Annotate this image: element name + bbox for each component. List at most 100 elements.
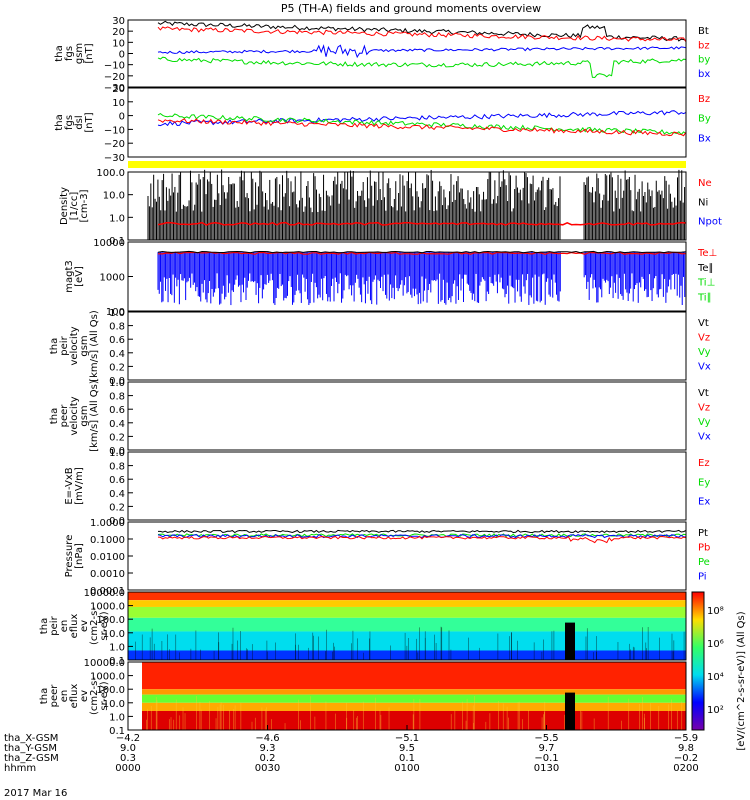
y-tick-label: 30 <box>112 16 125 27</box>
x-tick-label: 0030 <box>255 763 280 774</box>
colorbar-tick-label: 10⁴ <box>707 672 724 683</box>
y-tick-label: 20 <box>112 27 125 38</box>
series-ne <box>157 221 687 226</box>
data-gap <box>565 622 575 660</box>
y-tick-label: −20 <box>104 72 125 83</box>
spectrogram-band <box>142 694 686 703</box>
legend-label: Pb <box>698 543 710 554</box>
y-tick-label: 0.2 <box>109 502 125 513</box>
x-tick-label: 9.7 <box>539 743 555 754</box>
y-axis-label-line: tha <box>49 408 60 424</box>
legend-label: by <box>698 55 710 66</box>
y-axis-label-line: tha <box>54 45 65 61</box>
colorbar-tick-label: 10⁶ <box>707 639 724 650</box>
y-axis-label: tha peir velocity gsm [km/s] (All Qs) <box>49 310 100 382</box>
y-tick-label: 1000.0 <box>90 672 125 683</box>
x-tick-label: −4.2 <box>116 733 140 744</box>
y-tick-label: 100 <box>106 307 125 318</box>
y-tick-label: −20 <box>104 139 125 150</box>
legend-label: Vy <box>698 417 711 428</box>
panel-frame <box>127 591 687 661</box>
x-tick-label: 0200 <box>673 763 698 774</box>
y-tick-label: 1.0 <box>109 448 125 459</box>
y-tick-label: 100.0 <box>96 168 125 179</box>
colorbar-tick-label: 10⁸ <box>707 606 724 617</box>
y-axis-label-line: Pressure <box>64 535 75 578</box>
panel-frame <box>127 87 687 158</box>
y-axis-label: Pressure [nPa] <box>64 535 85 578</box>
y-tick-label: 0.4 <box>109 349 125 360</box>
y-axis-label-line: fgs <box>64 46 75 61</box>
y-tick-label: 100.0 <box>96 685 125 696</box>
x-axis-row-label: tha_Y-GSM <box>4 743 57 754</box>
legend-label: Ti∥ <box>697 292 712 303</box>
x-tick-label: 0.2 <box>260 753 276 764</box>
y-tick-label: 0.6 <box>109 335 125 346</box>
y-axis-label-line: sr-eV) <box>99 681 110 710</box>
y-axis-label-line: peer <box>59 404 70 428</box>
y-tick-label: 0.6 <box>109 475 125 486</box>
x-tick-label: 0100 <box>394 763 419 774</box>
panel-density: 100.0 10.0 1.0 0.1 Density [1/cc] [cm-3] Ne Ni Np… <box>59 168 722 247</box>
series-pt <box>158 529 687 534</box>
panel-peer: 1.0 0.8 0.6 0.4 0.2 0.0 tha peer velocity gsm [km/… <box>49 378 711 457</box>
x-tick-label: 0.3 <box>120 753 136 764</box>
legend-label: Ti⊥ <box>697 278 715 289</box>
legend-label: Bz <box>698 94 710 105</box>
page-title: P5 (TH-A) fields and ground moments over… <box>281 2 541 15</box>
spectrogram-band <box>142 662 686 690</box>
x-tick-label: 9.8 <box>678 743 694 754</box>
series-bz <box>157 26 687 43</box>
y-axis-label-line: (cm2-s- <box>89 607 100 645</box>
y-tick-label: 0 <box>119 50 125 61</box>
y-axis-label-line: peir <box>49 615 60 635</box>
y-tick-label: −10 <box>104 61 125 72</box>
y-axis-label-line: magt3 <box>64 260 75 293</box>
legend-label: Ni <box>698 197 708 208</box>
y-axis-label-line: (cm2-s- <box>89 677 100 715</box>
y-tick-label: 10000.0 <box>84 658 125 669</box>
y-axis-label-line: eflux <box>69 614 80 639</box>
series-bt <box>157 20 687 42</box>
date-label: 2017 Mar 16 <box>4 788 67 799</box>
legend-label: Vz <box>698 333 710 344</box>
panel-efield: 1.0 0.8 0.6 0.4 0.2 0.0 E=-VxB [mV/m] Ez Ey Ex <box>64 448 710 527</box>
panel-frame <box>127 381 687 451</box>
y-tick-label: 0.1 <box>109 236 125 247</box>
panel-fgs_dsl: 20 10 0 −10 −20 −30 tha fgs dsl [nT] Bz By Bx <box>54 84 711 164</box>
y-tick-label: 0.1 <box>109 656 125 667</box>
y-axis-label-line: fgs <box>64 115 75 130</box>
y-axis-label-line: en <box>59 690 70 703</box>
y-axis-label-line: peer <box>49 684 60 708</box>
y-axis-label-line: velocity <box>69 396 80 435</box>
y-tick-label: 10000 <box>93 238 125 249</box>
yellow-flag-bar <box>128 161 686 168</box>
series-te-par <box>157 250 687 254</box>
density-spikes <box>147 169 686 240</box>
spectrogram-band <box>128 606 686 618</box>
y-axis-label-line: [cm-3] <box>79 189 90 222</box>
y-tick-label: 1.0 <box>109 378 125 389</box>
colorbar-label: [eV/(cm^2-s-sr-eV)] (All Qs) <box>736 611 747 750</box>
y-tick-label: 1.0 <box>109 308 125 319</box>
y-tick-label: 1.0 <box>109 642 125 653</box>
y-tick-label: 0.0 <box>109 446 125 457</box>
y-axis-label-line: [eV] <box>74 266 85 287</box>
y-tick-label: −10 <box>104 125 125 136</box>
y-tick-label: 100.0 <box>96 615 125 626</box>
y-axis-label-line: peir <box>59 335 70 355</box>
y-tick-label: 10000.0 <box>84 588 125 599</box>
y-tick-label: −30 <box>104 83 125 94</box>
y-axis-label-line: ev <box>79 620 90 632</box>
series-pb <box>157 535 687 544</box>
series-by <box>157 113 687 136</box>
y-tick-label: 10 <box>112 38 125 49</box>
y-tick-label: 1000.0 <box>90 602 125 613</box>
y-tick-label: 0.2 <box>109 432 125 443</box>
x-tick-label: 0000 <box>115 763 140 774</box>
panel-frame <box>127 311 687 381</box>
spectrogram-band <box>128 617 686 632</box>
y-tick-label: 0.4 <box>109 419 125 430</box>
panel-frame <box>127 451 687 521</box>
